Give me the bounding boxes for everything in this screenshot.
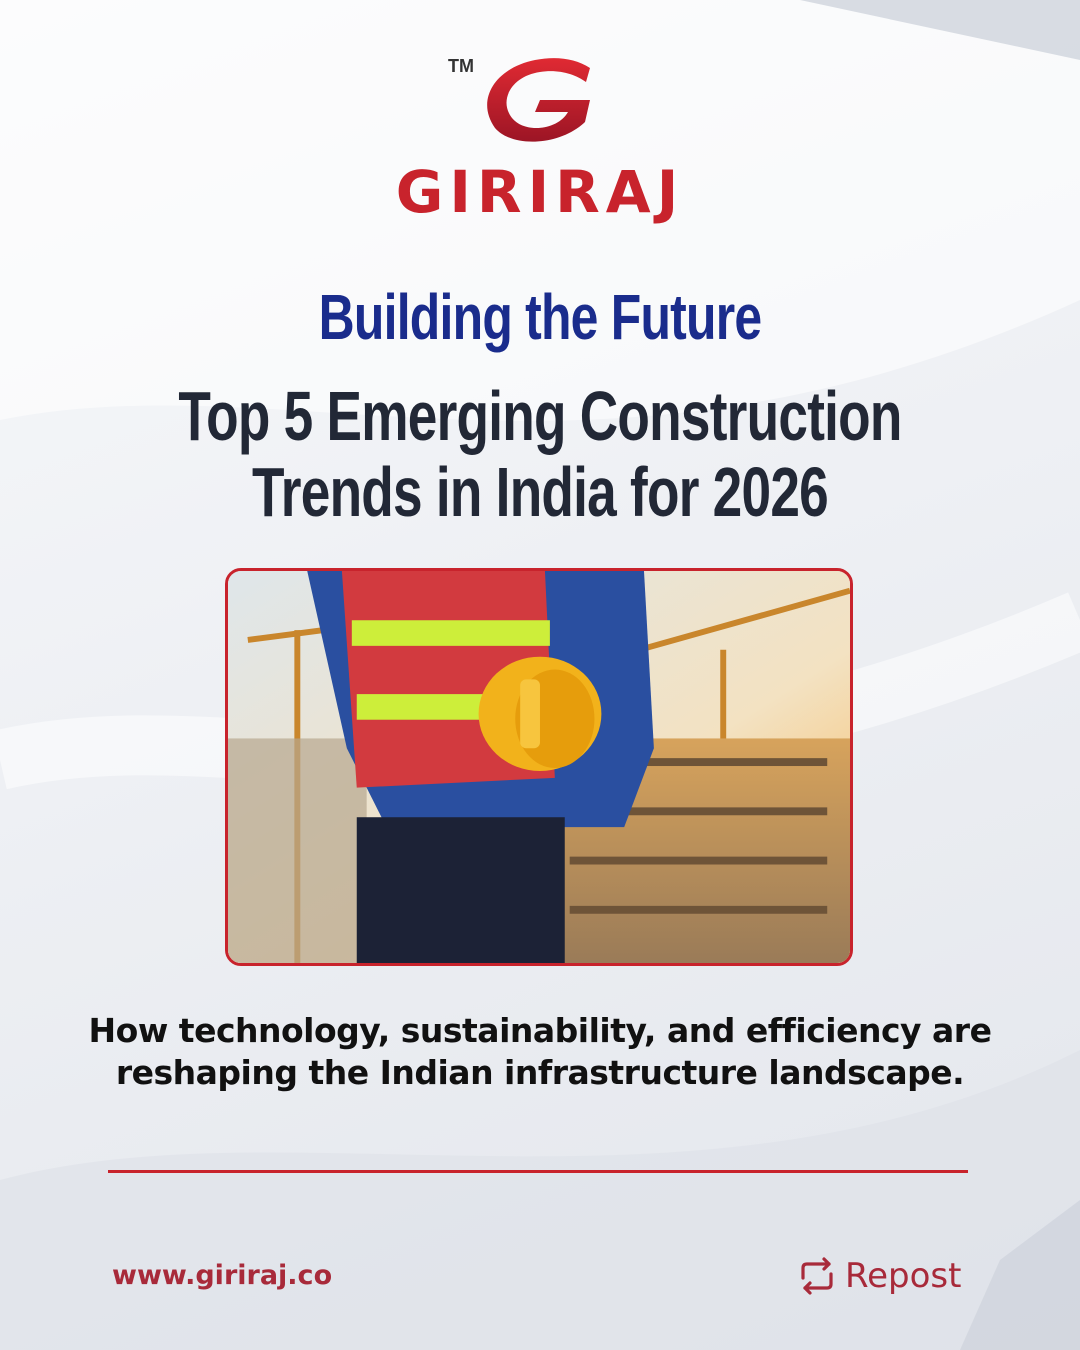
headline-main-line2: Trends in India for 2026	[251, 453, 829, 531]
repost-icon	[801, 1257, 833, 1295]
headline-main: Top 5 Emerging Construction Trends in In…	[130, 378, 951, 530]
hero-image	[225, 568, 853, 966]
divider	[108, 1170, 968, 1173]
headline-top: Building the Future	[318, 281, 763, 353]
trademark-mark: TM	[448, 56, 474, 76]
giriraj-g-logo-icon	[487, 58, 590, 142]
subtitle-line2: reshaping the Indian infrastructure land…	[115, 1053, 965, 1092]
brand-logo: TM GIRIRAJ	[0, 50, 1080, 226]
repost-button[interactable]: Repost	[795, 1252, 961, 1300]
headline-main-line1: Top 5 Emerging Construction	[178, 377, 902, 455]
website-link[interactable]: www.giriraj.co	[112, 1260, 333, 1291]
repost-label: Repost	[845, 1256, 962, 1296]
subtitle: How technology, sustainability, and effi…	[80, 1010, 1000, 1094]
subtitle-line1: How technology, sustainability, and effi…	[88, 1011, 992, 1050]
construction-worker-illustration	[228, 571, 850, 963]
brand-name: GIRIRAJ	[395, 158, 685, 226]
